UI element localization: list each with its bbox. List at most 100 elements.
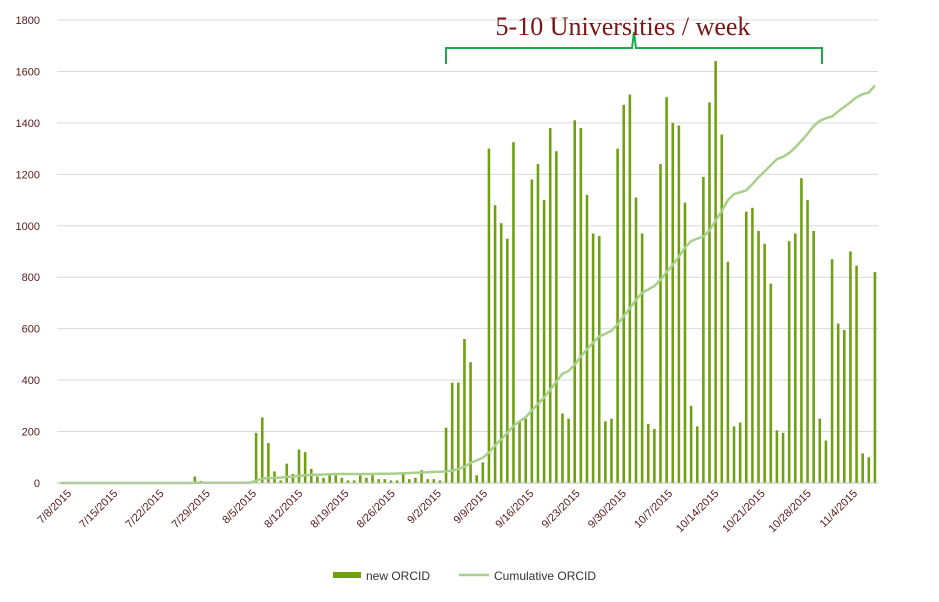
bar: [297, 449, 301, 483]
bar: [597, 236, 601, 483]
bar: [836, 323, 840, 483]
bar: [781, 432, 785, 483]
bar: [653, 428, 656, 483]
bar: [867, 457, 871, 483]
bar: [591, 233, 595, 483]
bar: [260, 417, 264, 483]
bar: [812, 230, 815, 483]
bar: [303, 452, 307, 483]
bar: [800, 178, 803, 484]
bar: [824, 440, 828, 483]
y-tick-label: 1200: [16, 169, 40, 181]
bar: [634, 197, 638, 483]
bar: [720, 134, 724, 484]
x-tick-label: 10/28/2015: [766, 488, 813, 535]
bar: [548, 128, 552, 484]
bar: [279, 480, 282, 483]
bar: [585, 194, 589, 483]
bar: [769, 283, 773, 483]
bar: [555, 151, 558, 483]
bar: [830, 259, 834, 483]
bar: [377, 479, 380, 483]
bar: [432, 479, 436, 483]
bar: [757, 230, 760, 483]
bar: [371, 475, 374, 483]
x-tick-label: 8/5/2015: [220, 488, 259, 527]
bar: [671, 122, 675, 483]
bar: [542, 200, 546, 484]
bar: [316, 476, 319, 483]
bar: [695, 426, 699, 483]
legend-label-new-orcid: new ORCID: [366, 569, 430, 583]
bar: [328, 475, 331, 483]
bar: [444, 427, 448, 483]
bar: [873, 272, 877, 483]
bar: [579, 128, 583, 484]
bar: [493, 205, 497, 483]
bar: [806, 200, 809, 484]
bar: [628, 94, 632, 483]
bar: [352, 480, 356, 483]
bar: [450, 382, 454, 483]
y-tick-label: 600: [22, 324, 40, 336]
bar: [530, 179, 534, 483]
y-tick-label: 1000: [16, 221, 40, 233]
bar: [487, 148, 491, 483]
annotation-brace: [445, 31, 823, 64]
bar: [334, 475, 338, 483]
bar: [573, 120, 577, 484]
bar: [340, 477, 344, 483]
bar: [861, 453, 864, 483]
x-tick-label: 11/4/2015: [818, 488, 861, 531]
y-tick-label: 400: [22, 375, 40, 387]
bar: [408, 479, 411, 483]
bar: [426, 479, 429, 483]
bar: [457, 382, 460, 483]
bar: [358, 475, 362, 483]
bar: [787, 241, 791, 483]
bar: [285, 463, 289, 483]
x-tick-label: 9/30/2015: [586, 488, 629, 531]
bar: [561, 413, 564, 483]
x-tick-label: 10/14/2015: [674, 488, 721, 535]
bar: [622, 104, 626, 483]
bar: [818, 418, 822, 483]
x-tick-label: 7/22/2015: [124, 488, 167, 531]
gridlines: [57, 19, 878, 484]
y-axis: 0 200 400 600 800 1000 1200 1400 1600 1800: [16, 15, 40, 490]
bar: [775, 430, 779, 483]
x-tick-label: 8/26/2015: [355, 488, 398, 531]
x-axis: 7/8/2015 7/15/2015 7/22/2015 7/29/2015 8/5/2…: [35, 482, 878, 535]
bar: [383, 479, 387, 483]
bar: [389, 480, 393, 483]
bar: [702, 176, 705, 483]
bar: [267, 443, 270, 483]
bar: [506, 238, 509, 483]
bar: [726, 261, 730, 483]
x-tick-label: 9/23/2015: [540, 488, 583, 531]
bar: [481, 462, 485, 483]
legend-label-cumulative-orcid: Cumulative ORCID: [494, 569, 596, 583]
bar: [254, 432, 258, 483]
x-tick-label: 7/8/2015: [35, 488, 74, 527]
x-tick-label: 10/21/2015: [720, 488, 767, 535]
bar: [365, 477, 368, 483]
bar: [475, 475, 478, 483]
bar: [689, 405, 693, 483]
bar: [677, 125, 681, 483]
bar: [714, 61, 717, 484]
bar: [420, 470, 423, 483]
x-tick-label: 9/2/2015: [405, 488, 444, 527]
bar: [512, 142, 515, 484]
bar: [395, 480, 399, 483]
bar: [346, 480, 350, 483]
bar: [738, 422, 742, 483]
bar: [463, 338, 466, 483]
bar: [518, 421, 521, 483]
bar: [414, 477, 417, 483]
bar: [659, 164, 662, 484]
bar: [732, 426, 736, 483]
bar: [640, 233, 644, 483]
y-tick-label: 1400: [16, 118, 40, 130]
